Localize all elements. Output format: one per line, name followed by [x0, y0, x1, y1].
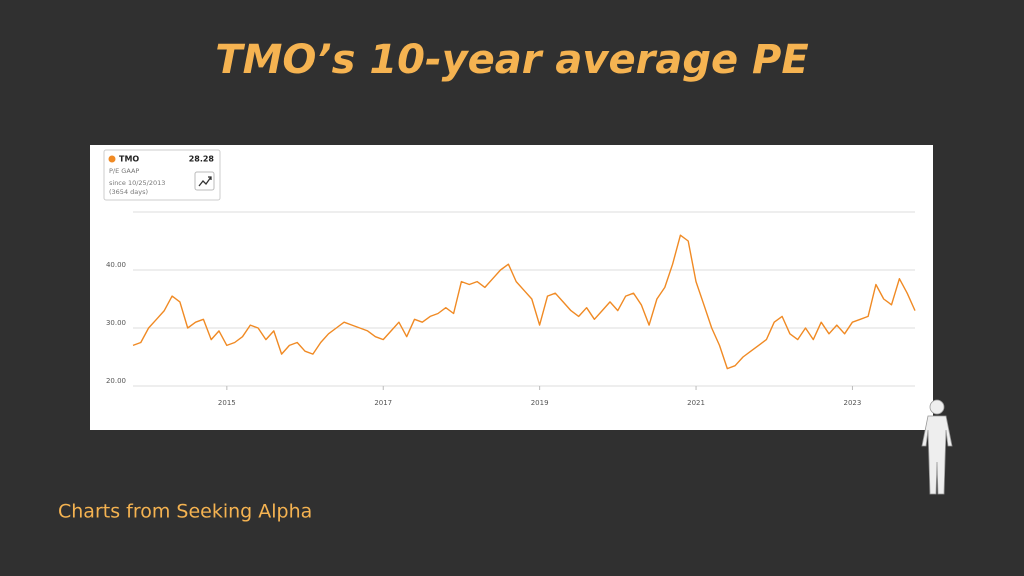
chart-panel	[90, 145, 933, 430]
legend-metric: P/E GAAP	[109, 167, 139, 175]
footer-note: Charts from Seeking Alpha	[58, 501, 312, 523]
legend-dot	[108, 155, 116, 163]
x-tick-label: 2023	[844, 399, 862, 407]
legend-ticker: TMO	[119, 155, 139, 164]
trend-icon	[198, 176, 212, 187]
pe-line	[132, 234, 916, 370]
legend-value: 28.28	[189, 155, 215, 164]
x-tick-label: 2017	[374, 399, 392, 407]
y-tick-label: 40.00	[106, 261, 126, 269]
legend-days: (3654 days)	[109, 188, 148, 196]
legend-box	[103, 149, 221, 201]
x-tick-label: 2021	[687, 399, 705, 407]
x-tick-label: 2015	[218, 399, 236, 407]
slide-title: TMO’s 10-year average PE	[215, 37, 808, 83]
trend-button[interactable]	[194, 171, 215, 191]
y-tick-label: 30.00	[106, 319, 126, 327]
legend-since: since 10/25/2013	[109, 179, 165, 187]
person-figure	[921, 399, 953, 495]
x-tick-label: 2019	[531, 399, 549, 407]
y-tick-label: 20.00	[106, 377, 126, 385]
